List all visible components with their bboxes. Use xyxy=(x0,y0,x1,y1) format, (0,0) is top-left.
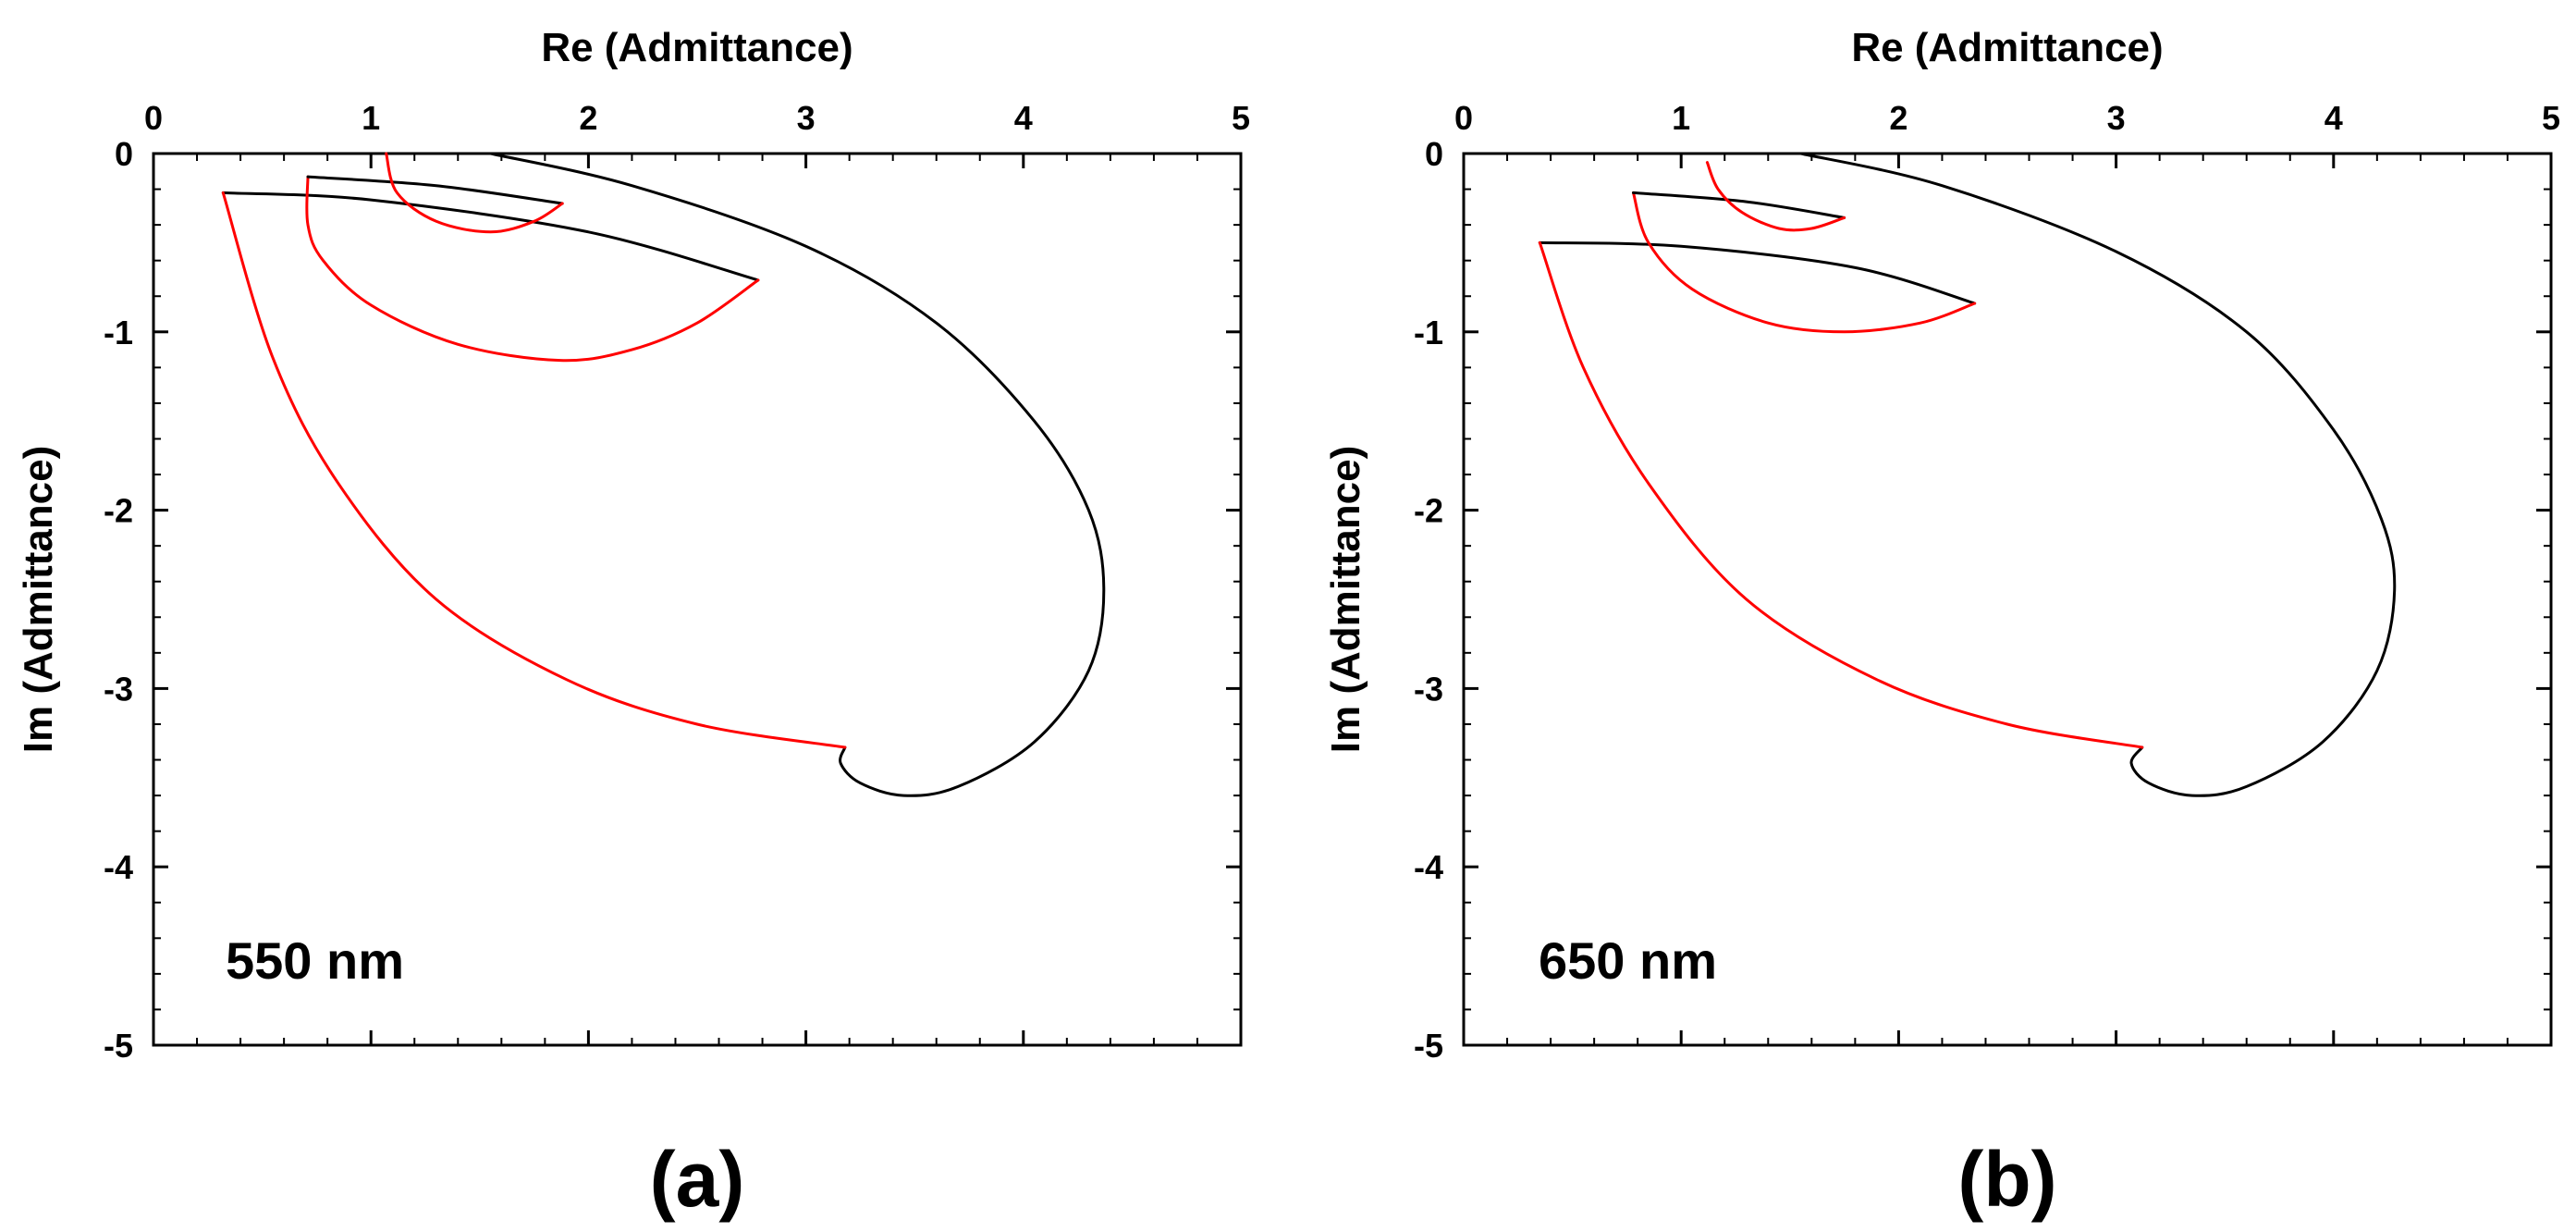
wavelength-annotation-b: 650 nm xyxy=(1539,931,1717,990)
series-line-black-1-b xyxy=(1538,240,1977,305)
y-tick-label: -1 xyxy=(1414,314,1443,351)
x-axis-title-a: Re (Admittance) xyxy=(541,25,853,70)
x-tick-label: 5 xyxy=(1232,99,1250,137)
y-tick-label: -4 xyxy=(1414,848,1443,886)
series-line-black-2-b xyxy=(1632,191,1846,219)
series-line-black-3-b xyxy=(1799,152,2397,797)
x-tick-label: 1 xyxy=(1672,99,1690,137)
y-tick-label: -2 xyxy=(104,492,133,530)
y-tick-label: 0 xyxy=(1425,135,1443,173)
chart-panel-a: 0 1 2 3 4 5 0 -1 -2 -3 -4 -5 Re (Admittance) Im (Ad… xyxy=(16,25,1250,1223)
series-line-red-1-a xyxy=(305,175,760,363)
panel-label-b: (b) xyxy=(1957,1136,2056,1223)
plot-frame-a xyxy=(152,152,1243,1047)
series-group-a xyxy=(221,152,1106,797)
y-tick-label: -4 xyxy=(104,848,133,886)
y-tick-label: -3 xyxy=(1414,670,1443,708)
ticks-b: 0 1 2 3 4 5 0 -1 -2 -3 -4 -5 xyxy=(1414,99,2560,1065)
panel-label-a: (a) xyxy=(650,1136,745,1223)
plot-frame-b xyxy=(1462,152,2553,1047)
y-tick-label: -5 xyxy=(104,1027,133,1065)
y-tick-label: -2 xyxy=(1414,492,1443,530)
x-tick-label: 2 xyxy=(579,99,597,137)
wavelength-annotation-a: 550 nm xyxy=(226,931,404,990)
series-line-black-2-a xyxy=(306,175,564,205)
x-tick-label: 1 xyxy=(362,99,380,137)
series-line-red-2-a xyxy=(385,152,564,234)
series-group-b xyxy=(1538,152,2397,797)
series-line-red-1-b xyxy=(1632,191,1977,334)
series-line-red-3-b xyxy=(1538,240,2144,749)
y-tick-label: -1 xyxy=(104,314,133,351)
series-line-black-1-a xyxy=(221,191,760,282)
series-line-red-2-b xyxy=(1705,161,1846,232)
ticks-a: 0 1 2 3 4 5 0 -1 -2 -3 -4 -5 xyxy=(104,99,1250,1065)
x-tick-label: 3 xyxy=(2107,99,2126,137)
x-tick-label: 0 xyxy=(1454,99,1473,137)
x-tick-label: 4 xyxy=(2325,99,2343,137)
series-line-red-3-a xyxy=(221,191,847,749)
y-tick-label: -3 xyxy=(104,670,133,708)
x-tick-label: 4 xyxy=(1014,99,1033,137)
x-tick-label: 3 xyxy=(797,99,816,137)
x-tick-label: 2 xyxy=(1889,99,1907,137)
series-line-black-3-a xyxy=(489,152,1106,797)
x-tick-label: 5 xyxy=(2542,99,2560,137)
x-tick-label: 0 xyxy=(144,99,163,137)
y-axis-title-b: Im (Admittance) xyxy=(1323,446,1368,753)
x-axis-title-b: Re (Admittance) xyxy=(1851,25,2163,70)
chart-panel-b: 0 1 2 3 4 5 0 -1 -2 -3 -4 -5 Re (Admittance) Im (Ad… xyxy=(1323,25,2560,1223)
y-tick-label: -5 xyxy=(1414,1027,1443,1065)
y-axis-title-a: Im (Admittance) xyxy=(16,446,61,753)
y-tick-label: 0 xyxy=(115,135,133,173)
